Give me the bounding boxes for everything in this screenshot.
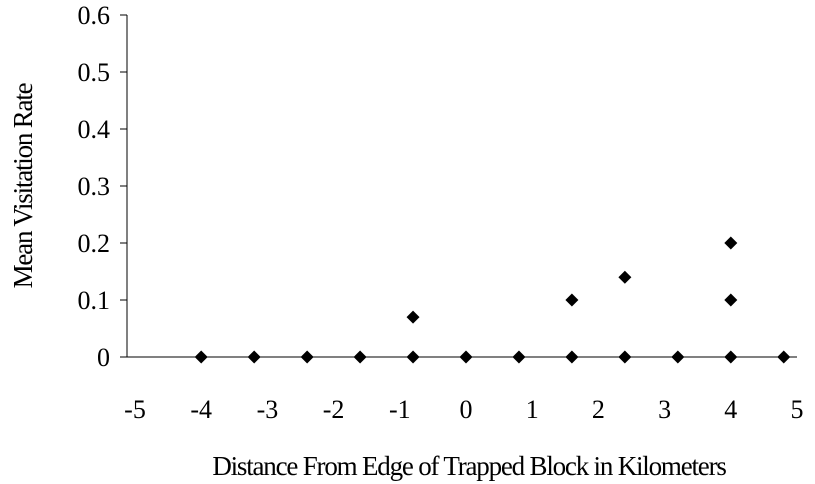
axes: [127, 15, 797, 357]
data-point: [724, 351, 737, 364]
x-tick-label: 3: [658, 395, 671, 424]
x-tick-label: -1: [389, 395, 411, 424]
data-point: [301, 351, 314, 364]
x-tick-label: 1: [526, 395, 539, 424]
data-point: [565, 351, 578, 364]
x-tick-label: 5: [791, 395, 804, 424]
data-point: [248, 351, 261, 364]
x-tick-label: -3: [257, 395, 279, 424]
x-tick-label: -4: [190, 395, 212, 424]
data-point: [407, 311, 420, 324]
data-point: [777, 351, 790, 364]
data-point: [618, 351, 631, 364]
data-point: [354, 351, 367, 364]
x-tick-label: -2: [323, 395, 345, 424]
data-point: [724, 294, 737, 307]
data-point: [195, 351, 208, 364]
y-axis-title: Mean Visitation Rate: [8, 82, 38, 288]
data-point: [618, 271, 631, 284]
y-tick-label: 0.3: [78, 172, 111, 201]
y-tick-label: 0: [97, 343, 110, 372]
y-axis-ticks: 0 0.1 0.2 0.3 0.4 0.5 0.6: [78, 1, 128, 372]
x-axis-title: Distance From Edge of Trapped Block in K…: [212, 451, 726, 481]
x-tick-label: 2: [592, 395, 605, 424]
x-tick-label: 0: [460, 395, 473, 424]
data-point: [565, 294, 578, 307]
x-tick-label: -5: [124, 395, 146, 424]
x-tick-label: 4: [724, 395, 737, 424]
data-point: [407, 351, 420, 364]
y-tick-label: 0.6: [78, 1, 111, 30]
y-tick-label: 0.1: [78, 286, 111, 315]
y-tick-label: 0.4: [78, 115, 111, 144]
y-tick-label: 0.2: [78, 229, 111, 258]
data-point: [671, 351, 684, 364]
data-points: [195, 237, 791, 364]
data-point: [512, 351, 525, 364]
data-point: [724, 237, 737, 250]
data-point: [460, 351, 473, 364]
y-tick-label: 0.5: [78, 58, 111, 87]
x-axis-ticks: -5 -4 -3 -2 -1 0 1 2 3 4 5: [124, 395, 803, 424]
